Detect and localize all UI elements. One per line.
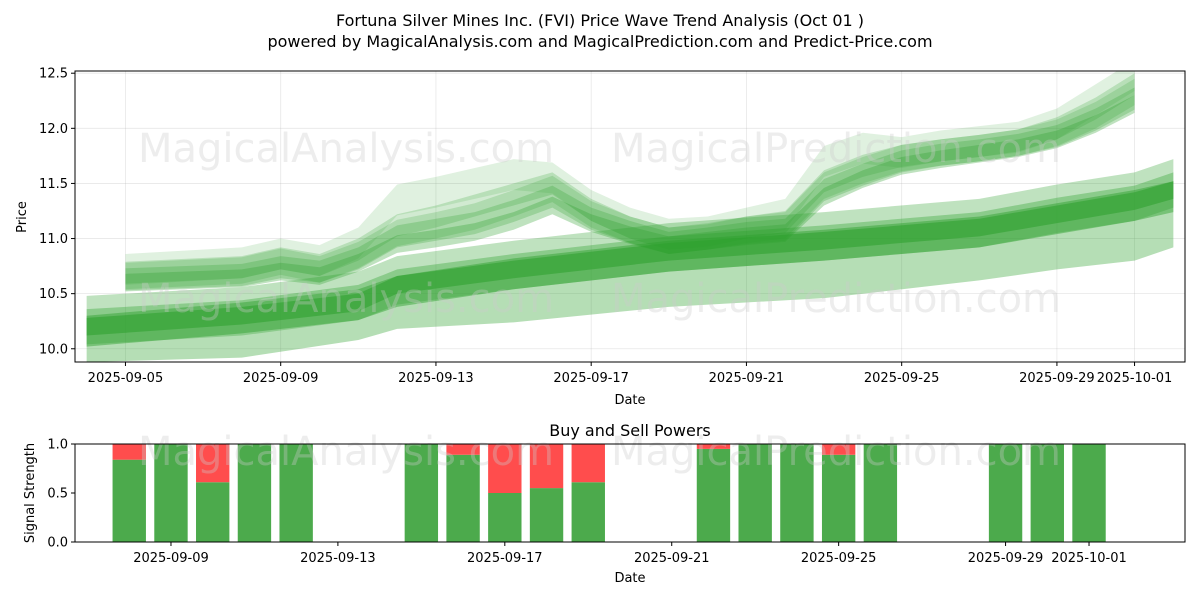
x-tick-label: 2025-09-25 bbox=[864, 371, 940, 386]
bar-y-axis-ticks: 0.0 0.5 1.0 bbox=[47, 438, 75, 551]
lower-envelope-area bbox=[86, 172, 1174, 362]
watermark-right-mid: MagicalPrediction.com bbox=[611, 276, 1061, 322]
bar-x-axis-label: Date bbox=[614, 571, 645, 586]
y-tick-label: 11.5 bbox=[39, 177, 68, 192]
sell-bar bbox=[821, 444, 856, 455]
bar-x-axis-ticks: 2025-09-09 2025-09-13 2025-09-17 2025-09-21… bbox=[133, 542, 1127, 566]
buy-bar bbox=[446, 454, 480, 542]
sell-bar bbox=[571, 444, 605, 483]
watermark-left-bottom: MagicalAnalysis.com bbox=[138, 429, 554, 475]
bar-chart-title: Buy and Sell Powers bbox=[549, 421, 711, 440]
bar-x-tick-label: 2025-09-25 bbox=[801, 551, 877, 566]
bar-x-tick-label: 2025-09-09 bbox=[133, 551, 209, 566]
buy-bar bbox=[529, 488, 564, 542]
buy-sell-chart: Buy and Sell Powers MagicalAnalysis.com … bbox=[23, 421, 1186, 586]
chart-title: Fortuna Silver Mines Inc. (FVI) Price Wa… bbox=[336, 11, 864, 30]
plot-frame bbox=[74, 70, 1186, 363]
watermark-right-top: MagicalPrediction.com bbox=[611, 126, 1061, 172]
buy-bar bbox=[780, 444, 814, 542]
buy-bar bbox=[112, 459, 146, 542]
x-tick-label: 2025-10-01 bbox=[1097, 371, 1173, 386]
y-axis-label: Price bbox=[15, 201, 30, 233]
x-axis-label: Date bbox=[614, 393, 645, 408]
sell-bar bbox=[196, 444, 230, 483]
sell-bar bbox=[488, 444, 522, 493]
bar-x-tick-label: 2025-09-29 bbox=[968, 551, 1044, 566]
watermark-left-mid: MagicalAnalysis.com bbox=[138, 276, 554, 322]
bar-x-tick-label: 2025-09-21 bbox=[634, 551, 710, 566]
sell-bar bbox=[529, 444, 564, 489]
wave-band-short-wave-4 bbox=[125, 95, 1135, 292]
bar-x-tick-label: 2025-09-13 bbox=[300, 551, 376, 566]
buy-bar bbox=[863, 444, 898, 542]
buy-bar bbox=[404, 444, 439, 542]
buy-bar bbox=[488, 493, 522, 542]
y-tick-label: 10.5 bbox=[39, 287, 68, 302]
bar-y-tick-label: 0.5 bbox=[47, 487, 68, 502]
price-wave-chart: MagicalAnalysis.com MagicalPrediction.co… bbox=[15, 67, 1186, 408]
watermark-left-top: MagicalAnalysis.com bbox=[138, 126, 554, 172]
x-tick-label: 2025-09-29 bbox=[1019, 371, 1095, 386]
bar-x-tick-label: 2025-09-17 bbox=[467, 551, 543, 566]
bar-x-tick-label: 2025-10-01 bbox=[1051, 551, 1127, 566]
wave-band-short-wave-5 bbox=[125, 71, 1135, 285]
x-tick-label: 2025-09-21 bbox=[709, 371, 785, 386]
buy-bar bbox=[1030, 444, 1064, 542]
buy-sell-bars bbox=[112, 444, 1106, 542]
y-tick-label: 11.0 bbox=[39, 232, 68, 247]
sell-bar bbox=[446, 444, 480, 455]
buy-bar bbox=[571, 482, 605, 542]
buy-bar bbox=[1072, 444, 1106, 542]
y-tick-label: 12.5 bbox=[39, 67, 68, 82]
bar-y-tick-label: 0.0 bbox=[47, 536, 68, 551]
wave-band-short-wave-2 bbox=[125, 87, 1135, 291]
y-axis-ticks: 10.0 10.5 11.0 11.5 12.0 12.5 bbox=[39, 67, 75, 357]
x-tick-label: 2025-09-13 bbox=[398, 371, 474, 386]
sell-bar bbox=[696, 444, 731, 449]
buy-bar bbox=[988, 444, 1023, 542]
x-tick-label: 2025-09-09 bbox=[243, 371, 319, 386]
y-tick-label: 10.0 bbox=[39, 342, 68, 357]
buy-bar bbox=[696, 448, 731, 542]
x-axis-ticks: 2025-09-05 2025-09-09 2025-09-13 2025-09-17… bbox=[88, 362, 1173, 386]
y-tick-label: 12.0 bbox=[39, 122, 68, 137]
x-tick-label: 2025-09-05 bbox=[88, 371, 164, 386]
grid-lines bbox=[75, 71, 1185, 362]
buy-bar bbox=[154, 444, 188, 542]
wave-bands bbox=[86, 71, 1174, 362]
buy-bar bbox=[196, 482, 230, 542]
buy-bar bbox=[279, 444, 313, 542]
chart-subtitle: powered by MagicalAnalysis.com and Magic… bbox=[267, 32, 932, 51]
bar-y-axis-label: Signal Strength bbox=[23, 443, 38, 543]
bar-y-tick-label: 1.0 bbox=[47, 438, 68, 453]
sell-bar bbox=[112, 444, 146, 460]
buy-bar bbox=[738, 444, 772, 542]
watermark-right-bottom: MagicalPrediction.com bbox=[611, 429, 1061, 475]
wave-band-long-wave-3 bbox=[86, 181, 1174, 336]
x-tick-label: 2025-09-17 bbox=[553, 371, 629, 386]
wave-band-short-wave-3 bbox=[125, 73, 1135, 284]
wave-band-short-wave-1 bbox=[125, 78, 1135, 290]
buy-bar bbox=[821, 454, 856, 542]
buy-bar bbox=[237, 444, 272, 542]
